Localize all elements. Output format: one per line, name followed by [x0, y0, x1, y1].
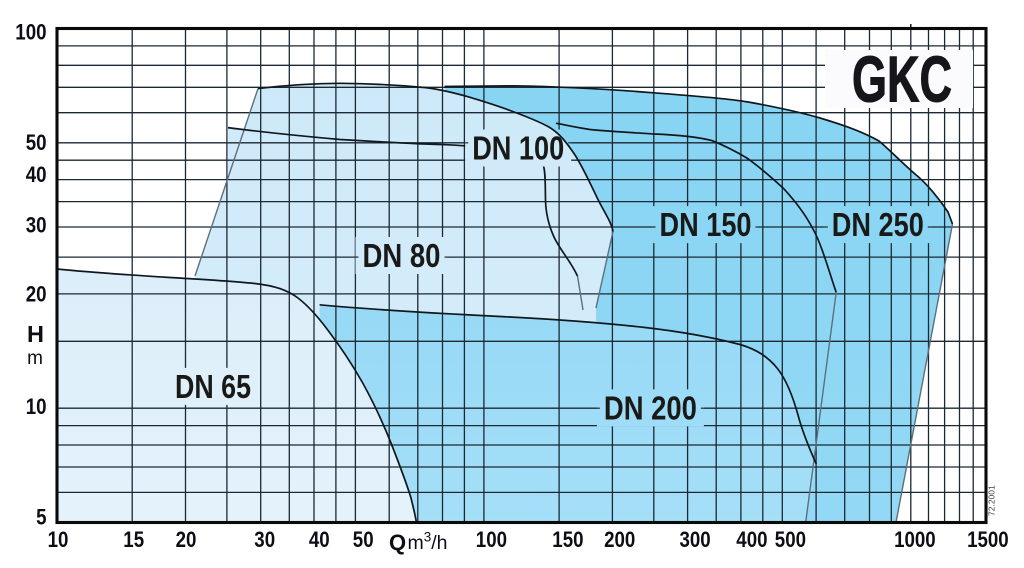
- svg-text:40: 40: [26, 162, 47, 187]
- svg-text:30: 30: [254, 527, 275, 552]
- svg-text:15: 15: [123, 527, 144, 552]
- svg-text:10: 10: [48, 527, 69, 552]
- svg-text:500: 500: [775, 527, 806, 552]
- svg-text:20: 20: [26, 282, 47, 307]
- svg-text:50: 50: [26, 130, 47, 155]
- svg-text:20: 20: [176, 527, 197, 552]
- svg-text:GKC: GKC: [852, 44, 952, 116]
- svg-text:DN 250: DN 250: [832, 207, 924, 244]
- svg-text:72.2001: 72.2001: [987, 485, 997, 516]
- svg-text:400: 400: [736, 527, 767, 552]
- svg-text:m: m: [27, 348, 43, 369]
- svg-text:300: 300: [680, 527, 711, 552]
- svg-text:DN 80: DN 80: [363, 238, 441, 275]
- svg-text:100: 100: [15, 19, 46, 44]
- svg-text:200: 200: [604, 527, 635, 552]
- svg-text:DN 150: DN 150: [660, 207, 752, 244]
- svg-text:DN 200: DN 200: [604, 390, 697, 427]
- svg-text:5: 5: [36, 504, 46, 529]
- svg-text:100: 100: [476, 527, 507, 552]
- svg-text:H: H: [27, 321, 44, 347]
- svg-text:40: 40: [309, 527, 330, 552]
- svg-text:DN 65: DN 65: [175, 369, 251, 406]
- svg-text:DN 100: DN 100: [472, 130, 564, 167]
- svg-text:30: 30: [26, 213, 47, 238]
- svg-text:150: 150: [552, 527, 583, 552]
- svg-text:1000: 1000: [894, 527, 936, 552]
- svg-text:50: 50: [353, 527, 374, 552]
- svg-text:10: 10: [26, 394, 47, 419]
- svg-text:Q: Q: [389, 530, 406, 555]
- svg-text:1500: 1500: [967, 527, 1009, 552]
- svg-text:m3/h: m3/h: [408, 530, 448, 555]
